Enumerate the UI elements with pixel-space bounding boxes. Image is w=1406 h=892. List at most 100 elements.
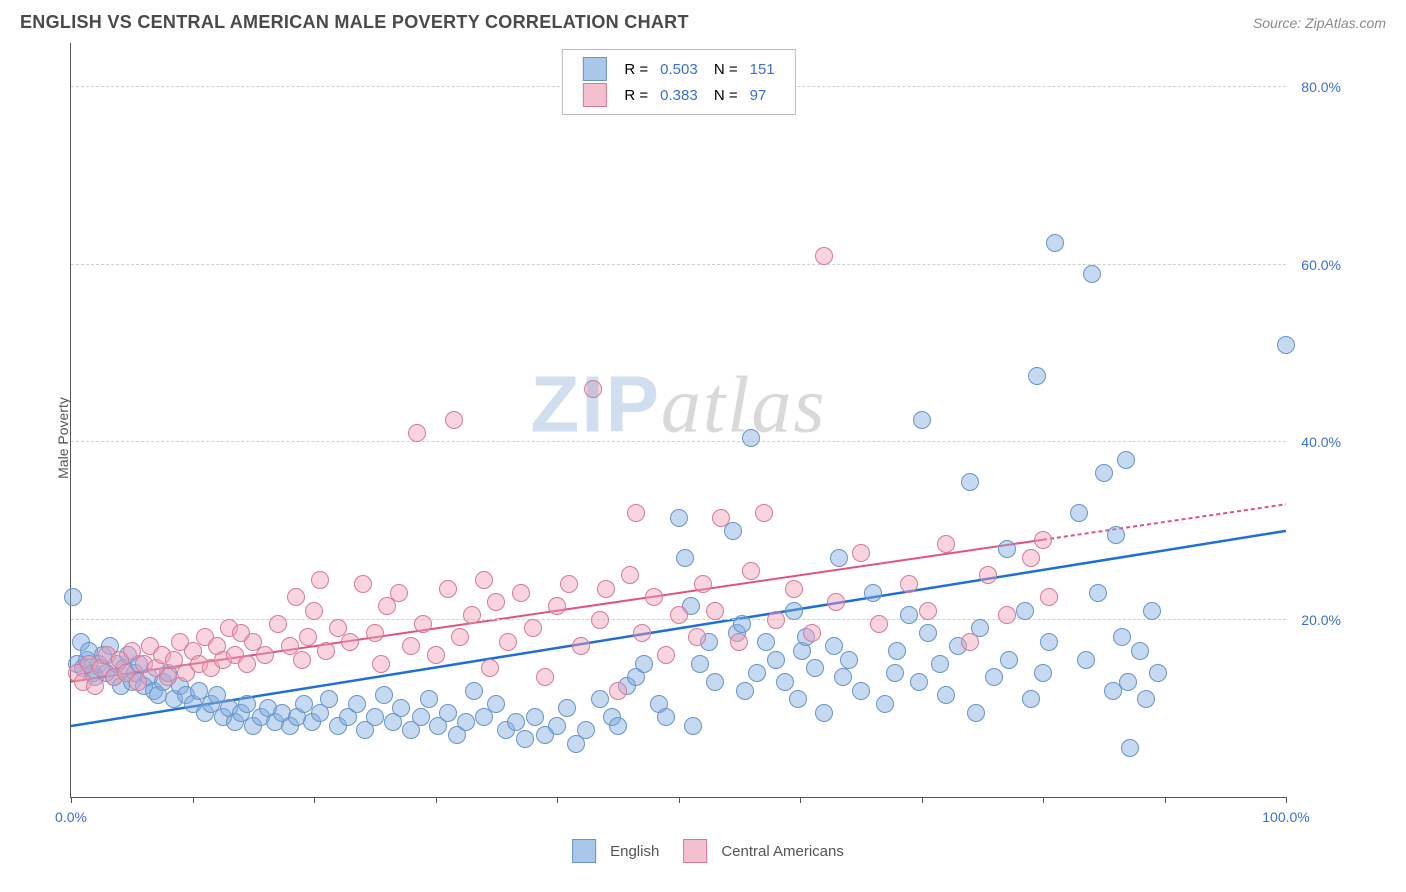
data-point xyxy=(852,544,870,562)
data-point xyxy=(591,611,609,629)
data-point xyxy=(463,606,481,624)
data-point xyxy=(961,473,979,491)
data-point xyxy=(633,624,651,642)
data-point xyxy=(757,633,775,651)
data-point xyxy=(558,699,576,717)
data-point xyxy=(86,677,104,695)
data-point xyxy=(910,673,928,691)
data-point xyxy=(670,509,688,527)
data-point xyxy=(269,615,287,633)
data-point xyxy=(1095,464,1113,482)
data-point xyxy=(439,580,457,598)
data-point xyxy=(742,562,760,580)
data-point xyxy=(937,686,955,704)
data-point xyxy=(806,659,824,677)
data-point xyxy=(913,411,931,429)
legend-row: R =0.383 N =97 xyxy=(576,82,780,108)
data-point xyxy=(931,655,949,673)
data-point xyxy=(742,429,760,447)
data-point xyxy=(305,602,323,620)
chart-container: Male Poverty ZIPatlas R =0.503 N =151R =… xyxy=(70,43,1346,833)
data-point xyxy=(1137,690,1155,708)
data-point xyxy=(919,602,937,620)
data-point xyxy=(512,584,530,602)
data-point xyxy=(1022,549,1040,567)
chart-title: ENGLISH VS CENTRAL AMERICAN MALE POVERTY… xyxy=(20,12,689,33)
data-point xyxy=(548,717,566,735)
data-point xyxy=(870,615,888,633)
data-point xyxy=(159,668,177,686)
data-point xyxy=(64,588,82,606)
data-point xyxy=(481,659,499,677)
data-point xyxy=(864,584,882,602)
data-point xyxy=(886,664,904,682)
data-point xyxy=(876,695,894,713)
data-point xyxy=(408,424,426,442)
data-point xyxy=(597,580,615,598)
y-tick-label: 80.0% xyxy=(1301,79,1341,95)
data-point xyxy=(785,580,803,598)
data-point xyxy=(621,566,639,584)
data-point xyxy=(1034,664,1052,682)
data-point xyxy=(676,549,694,567)
data-point xyxy=(548,597,566,615)
data-point xyxy=(691,655,709,673)
data-point xyxy=(748,664,766,682)
data-point xyxy=(670,606,688,624)
data-point xyxy=(635,655,653,673)
data-point xyxy=(317,642,335,660)
data-point xyxy=(487,695,505,713)
data-point xyxy=(776,673,794,691)
data-point xyxy=(451,628,469,646)
data-point xyxy=(767,651,785,669)
x-tick xyxy=(314,797,315,803)
data-point xyxy=(1040,633,1058,651)
data-point xyxy=(427,646,445,664)
data-point xyxy=(1121,739,1139,757)
data-point xyxy=(919,624,937,642)
data-point xyxy=(1077,651,1095,669)
data-point xyxy=(375,686,393,704)
data-point xyxy=(789,690,807,708)
data-point xyxy=(1022,690,1040,708)
data-point xyxy=(1143,602,1161,620)
x-tick-label: 100.0% xyxy=(1262,809,1309,825)
data-point xyxy=(372,655,390,673)
data-point xyxy=(402,637,420,655)
data-point xyxy=(755,504,773,522)
data-point xyxy=(724,522,742,540)
data-point xyxy=(967,704,985,722)
data-point xyxy=(979,566,997,584)
data-point xyxy=(560,575,578,593)
data-point xyxy=(1028,367,1046,385)
data-point xyxy=(516,730,534,748)
data-point xyxy=(238,655,256,673)
gridline xyxy=(71,264,1286,265)
x-tick xyxy=(436,797,437,803)
data-point xyxy=(439,704,457,722)
data-point xyxy=(609,682,627,700)
data-point xyxy=(1149,664,1167,682)
data-point xyxy=(499,633,517,651)
watermark: ZIPatlas xyxy=(530,358,826,451)
legend-item: English xyxy=(572,839,659,863)
data-point xyxy=(706,673,724,691)
data-point xyxy=(526,708,544,726)
data-point xyxy=(584,380,602,398)
data-point xyxy=(129,673,147,691)
data-point xyxy=(320,690,338,708)
data-point xyxy=(1089,584,1107,602)
correlation-legend: R =0.503 N =151R =0.383 N =97 xyxy=(561,49,795,115)
data-point xyxy=(657,646,675,664)
data-point xyxy=(688,628,706,646)
y-tick-label: 60.0% xyxy=(1301,257,1341,273)
x-tick-label: 0.0% xyxy=(55,809,87,825)
data-point xyxy=(1016,602,1034,620)
x-tick xyxy=(1286,797,1287,803)
data-point xyxy=(1117,451,1135,469)
data-point xyxy=(366,708,384,726)
data-point xyxy=(392,699,410,717)
series-legend: EnglishCentral Americans xyxy=(572,839,844,863)
data-point xyxy=(475,571,493,589)
data-point xyxy=(293,651,311,669)
